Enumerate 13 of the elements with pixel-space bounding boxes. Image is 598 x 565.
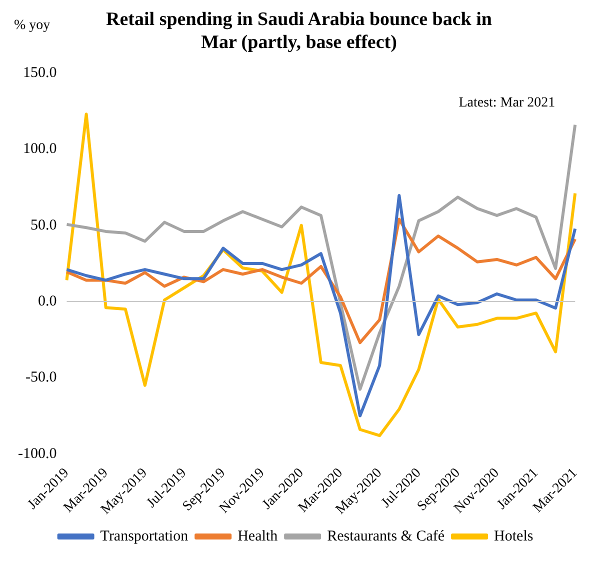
y-tick-label: 0.0 xyxy=(38,293,57,310)
legend-label: Transportation xyxy=(100,528,189,544)
y-tick-label: -50.0 xyxy=(25,370,57,386)
y-tick-label: -100.0 xyxy=(18,446,57,462)
y-tick-label: 50.0 xyxy=(30,217,57,234)
y-tick-label: 100.0 xyxy=(22,141,57,158)
legend-label: Health xyxy=(238,528,278,544)
legend-label: Restaurants & Café xyxy=(327,528,445,544)
legend-label: Hotels xyxy=(494,528,534,544)
y-tick-label: 150.0 xyxy=(22,64,57,81)
chart-title: Retail spending in Saudi Arabia bounce back in Mar (partly, base effect) xyxy=(105,8,493,54)
annotation: Latest: Mar 2021 xyxy=(458,96,556,111)
y-axis-title: % yoy xyxy=(14,18,50,34)
